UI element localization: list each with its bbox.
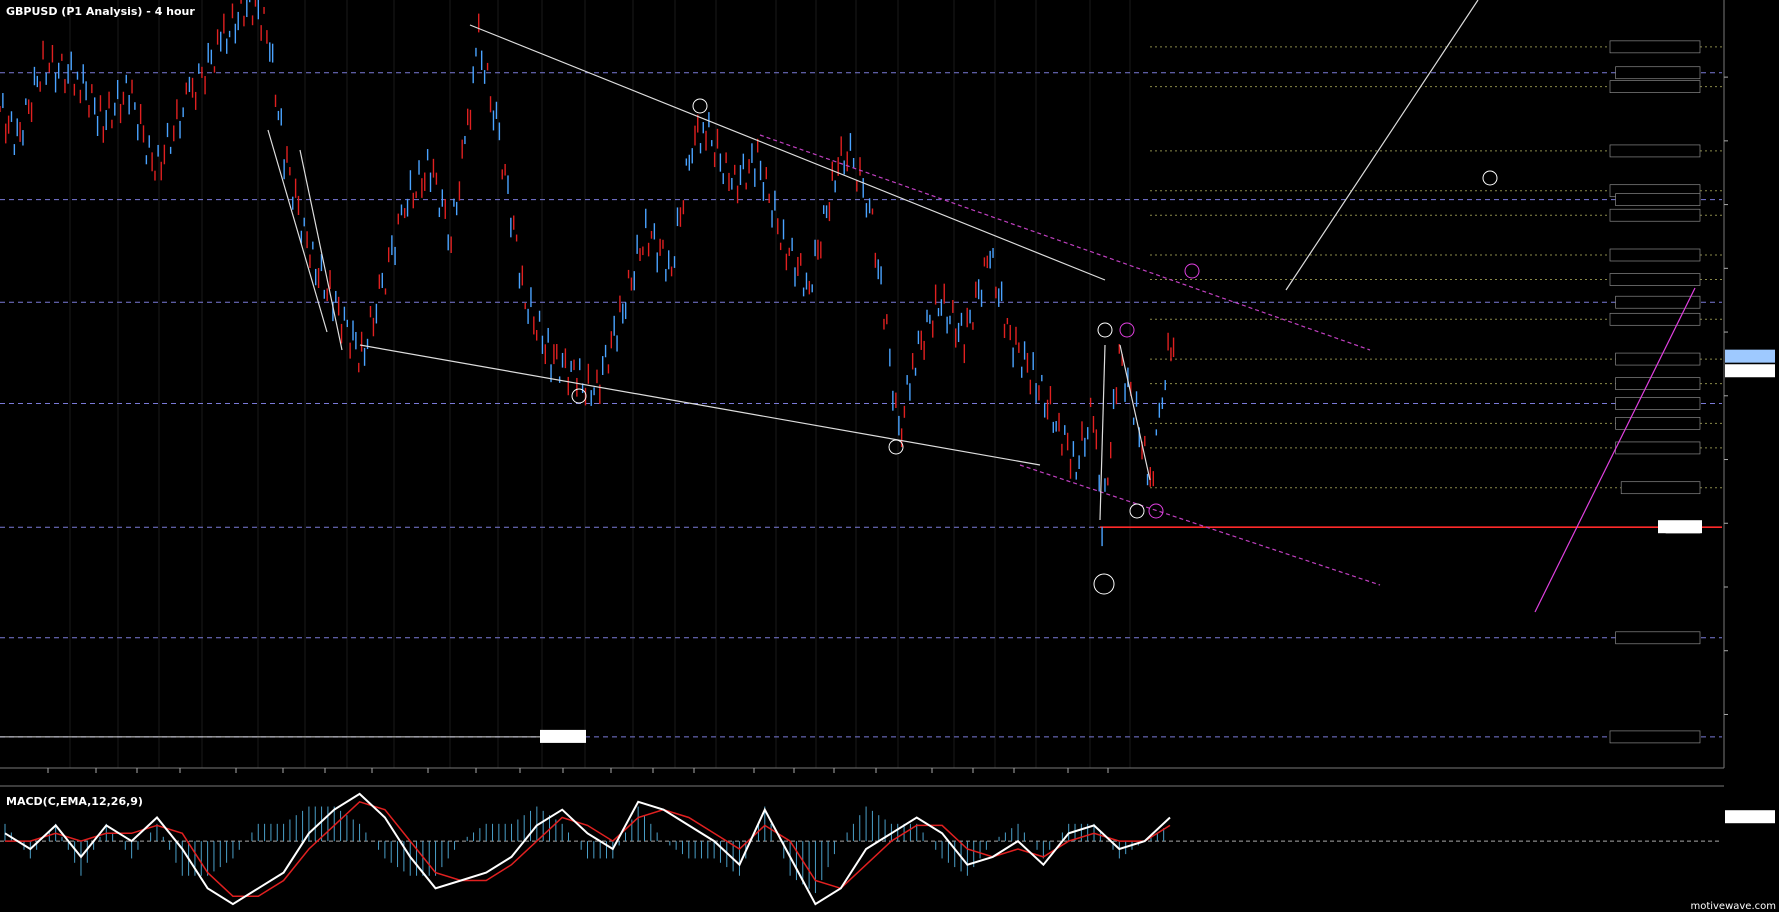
fib-label-box: [1609, 248, 1701, 262]
fib-label-box: [1615, 193, 1701, 206]
trend-line: [469, 24, 1106, 281]
trend-line: [299, 149, 343, 351]
support-label-box: [1658, 520, 1702, 534]
wave-circle: [1097, 322, 1113, 338]
wave-circle: [1093, 573, 1115, 595]
wave-circle: [1148, 503, 1164, 519]
fib-label-box: [1615, 417, 1701, 430]
time-axis[interactable]: [47, 768, 1109, 773]
fib-label-box: [1609, 730, 1701, 744]
fib-label-box: [1609, 208, 1701, 222]
trend-line: [1119, 344, 1151, 481]
trend-line: [1099, 344, 1106, 521]
macd-line: [4, 792, 1171, 906]
fib-label-box: [1615, 377, 1701, 390]
wave-circle: [1129, 503, 1145, 519]
fib-label-box: [1609, 80, 1701, 93]
watermark: motivewave.com: [1690, 901, 1776, 912]
fib-label-box: [1609, 312, 1701, 326]
macd-panel[interactable]: [0, 785, 1775, 906]
fib-label-box: [1615, 631, 1701, 645]
wave-circle: [1482, 170, 1498, 186]
trend-line: [359, 344, 1041, 466]
fib-label-box: [1609, 144, 1701, 158]
fib-label-box: [1609, 40, 1701, 54]
fib-label-box: [1615, 397, 1701, 410]
trend-line: [1534, 287, 1696, 613]
trend-line: [759, 134, 1371, 351]
grid: [69, 0, 1131, 768]
fib-label-box: [1620, 481, 1701, 495]
wave-circle: [571, 388, 587, 404]
wave-circle: [1184, 263, 1200, 279]
fib-label-box: [1615, 352, 1701, 366]
trend-line: [267, 129, 328, 333]
fib-label-box: [1615, 66, 1701, 80]
price-series: [0, 0, 1175, 547]
fib-label-box: [1615, 441, 1701, 455]
hline-label-box: [540, 729, 586, 743]
high-price-badge: [1725, 349, 1775, 363]
trend-line: [1019, 464, 1381, 586]
macd-signal-line: [5, 800, 1171, 897]
current-price-badge: [1725, 364, 1775, 378]
wave-circle: [1119, 322, 1135, 338]
macd-value-badge: [1725, 810, 1775, 824]
wave-circle: [692, 98, 708, 114]
wave-circle: [888, 439, 904, 455]
wave-labels: [571, 98, 1498, 595]
fib-label-box: [1609, 273, 1701, 286]
chart-title: GBPUSD (P1 Analysis) - 4 hour: [6, 5, 195, 18]
price-axis[interactable]: [0, 0, 1775, 769]
macd-label: MACD(C,EMA,12,26,9): [6, 795, 143, 808]
fib-levels: [0, 40, 1722, 744]
fib-label-box: [1615, 295, 1701, 309]
trend-line: [1285, 0, 1479, 291]
trend-lines: [267, 0, 1696, 613]
